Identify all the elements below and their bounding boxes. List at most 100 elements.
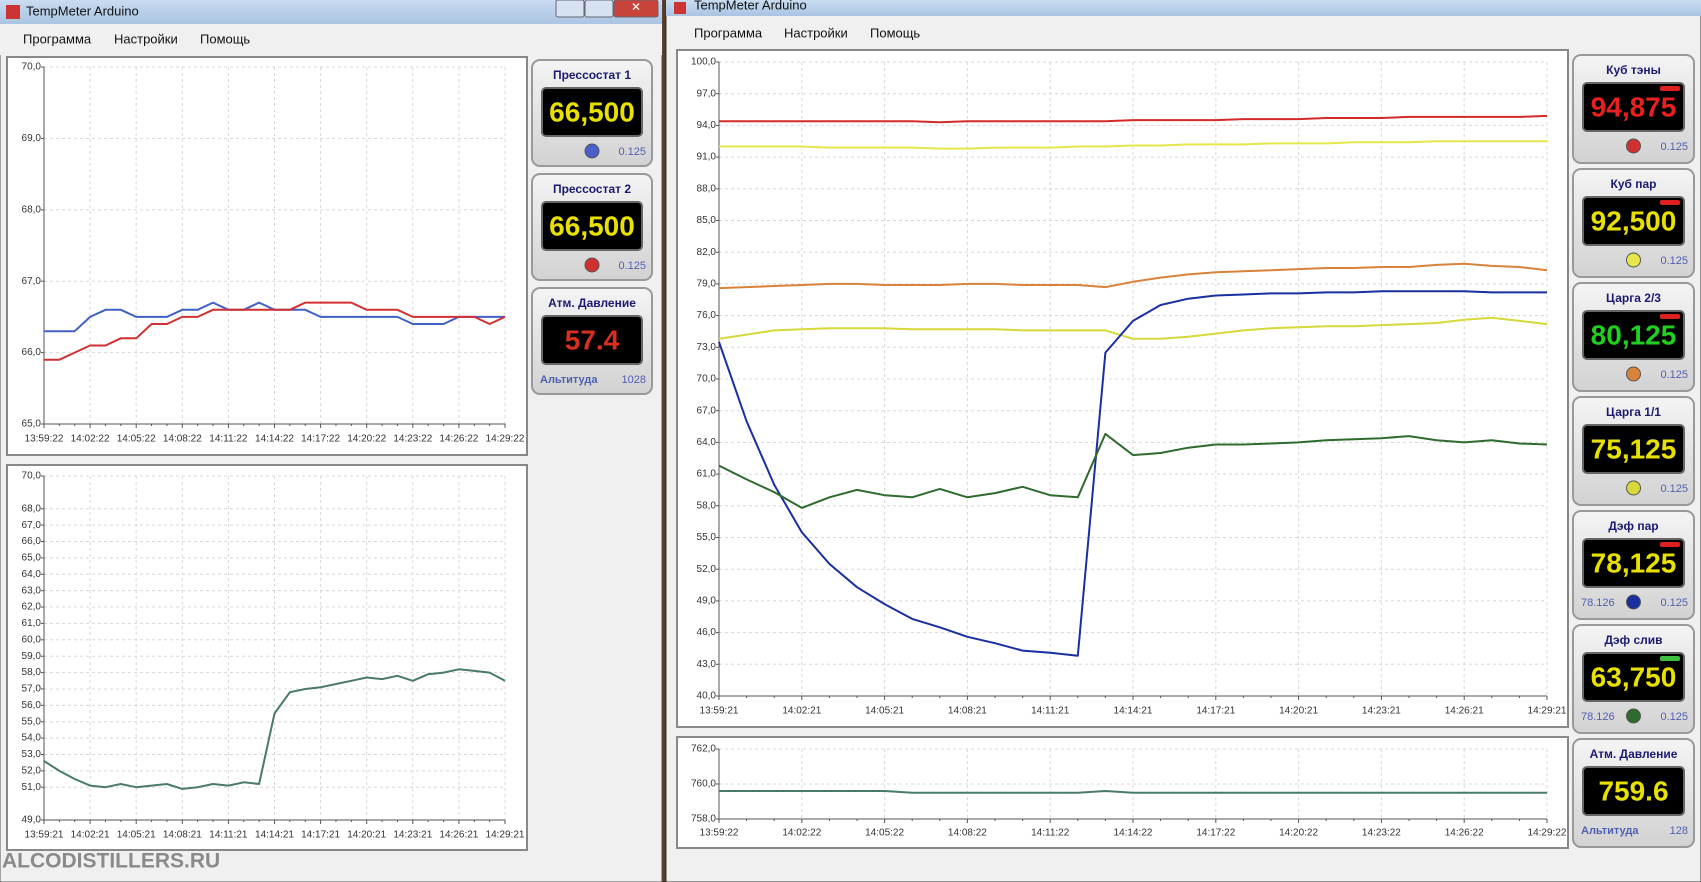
y-tick-label: 69,0 <box>22 133 42 144</box>
gauge-dot <box>1626 708 1641 724</box>
x-tick-label: 14:20:21 <box>1279 706 1318 717</box>
gauge: Прессостат 2 66,500 0.125 <box>531 173 653 281</box>
x-tick-label: 14:29:21 <box>1528 706 1567 717</box>
gauge: Прессостат 1 66,500 0.125 <box>531 59 653 167</box>
gauge-right-text: 0.125 <box>1660 597 1688 609</box>
menu-bar <box>0 24 662 55</box>
x-tick-label: 14:20:21 <box>347 830 386 841</box>
gauge-display <box>1582 196 1685 246</box>
gauge-label: Прессостат 1 <box>553 68 631 82</box>
x-tick-label: 14:02:22 <box>71 434 110 445</box>
menu-item[interactable]: Программа <box>23 31 92 46</box>
gauge-right-text: 0.125 <box>618 260 646 272</box>
close-button[interactable] <box>613 0 659 18</box>
gauge: Атм. Давление 759.6 Альтитуда 128 <box>1572 738 1695 848</box>
chart-panel <box>6 56 528 456</box>
x-tick-label: 14:05:21 <box>117 830 156 841</box>
gauge-dot <box>1626 252 1641 268</box>
x-tick-label: 14:02:21 <box>782 706 821 717</box>
y-tick-label: 65,0 <box>22 419 42 430</box>
gauge-left-text: Альтитуда <box>1581 825 1639 837</box>
menu-item[interactable]: Настройки <box>114 31 178 46</box>
y-tick-label: 49,0 <box>22 815 42 826</box>
gauge-left-text: 78.126 <box>1581 711 1615 723</box>
y-tick-label: 97,0 <box>697 88 717 99</box>
gauge: Атм. Давление 57.4 Альтитуда 1028 <box>531 287 653 395</box>
gauge-label: Царга 2/3 <box>1606 291 1661 305</box>
y-tick-label: 760,0 <box>691 779 716 790</box>
y-tick-label: 62,0 <box>22 602 42 613</box>
gauge-label: Дэф слив <box>1604 633 1662 647</box>
y-tick-label: 64,0 <box>697 437 717 448</box>
menu-item[interactable]: Программа <box>694 25 763 40</box>
gauge-indicator <box>1660 314 1680 319</box>
x-tick-label: 14:11:22 <box>209 434 248 445</box>
gauge-right-text: 0.125 <box>1660 483 1688 495</box>
title-bar <box>666 0 1701 16</box>
gauge-dot <box>1626 480 1641 496</box>
x-tick-label: 14:29:22 <box>486 434 525 445</box>
gauge-dot <box>1626 594 1641 610</box>
gauge-indicator <box>1660 542 1680 547</box>
gauge-value: 75,125 <box>1591 433 1677 464</box>
gauge-display <box>541 87 643 137</box>
series-line <box>44 301 506 361</box>
series-line <box>718 316 1548 340</box>
y-tick-label: 82,0 <box>697 247 717 258</box>
y-tick-label: 70,0 <box>697 374 717 385</box>
y-tick-label: 85,0 <box>697 215 717 226</box>
gauge-right-text: 0.125 <box>1660 711 1688 723</box>
series-line <box>719 114 1548 124</box>
y-tick-label: 63,0 <box>22 585 42 596</box>
chart-panel <box>676 49 1569 728</box>
y-tick-label: 762,0 <box>691 744 716 755</box>
y-tick-label: 66,0 <box>22 536 42 547</box>
gauge-display <box>1582 652 1685 702</box>
y-tick-label: 91,0 <box>697 152 717 163</box>
y-tick-label: 79,0 <box>697 279 717 290</box>
gauge: Дэф слив 63,750 78.126 0.125 <box>1572 624 1695 734</box>
x-tick-label: 14:23:21 <box>1362 706 1401 717</box>
x-tick-label: 13:59:21 <box>25 830 64 841</box>
gauge-value: 92,500 <box>1591 205 1677 236</box>
x-tick-label: 13:59:22 <box>25 434 64 445</box>
y-tick-label: 55,0 <box>697 532 717 543</box>
gauge-value: 66,500 <box>549 96 635 127</box>
gauge-right-text: 0.125 <box>1660 255 1688 267</box>
x-tick-label: 14:14:22 <box>255 434 294 445</box>
y-tick-label: 51,0 <box>22 782 42 793</box>
gauge: Царга 1/1 75,125 0.125 <box>1572 396 1695 506</box>
gauge-label: Атм. Давление <box>548 296 636 310</box>
watermark: ALCODISTILLERS.RU <box>2 850 220 873</box>
y-tick-label: 52,0 <box>22 765 42 776</box>
x-tick-label: 14:26:22 <box>439 434 478 445</box>
x-tick-label: 14:11:22 <box>1031 828 1070 839</box>
series-line <box>719 790 1547 794</box>
gauge-value: 759.6 <box>1598 775 1668 806</box>
minimize-button[interactable] <box>555 0 585 18</box>
gauge-value: 66,500 <box>549 210 635 241</box>
y-tick-label: 49,0 <box>697 596 717 607</box>
x-tick-label: 14:05:21 <box>865 706 904 717</box>
y-tick-label: 758,0 <box>691 814 716 825</box>
gauge-dot <box>1626 366 1641 382</box>
gauge-dot <box>584 143 600 159</box>
x-tick-label: 14:05:22 <box>865 828 904 839</box>
x-tick-label: 14:26:22 <box>1445 828 1484 839</box>
y-tick-label: 58,0 <box>697 500 717 511</box>
menu-item[interactable]: Помощь <box>870 25 920 40</box>
x-tick-label: 14:29:21 <box>486 830 525 841</box>
gauge-label: Атм. Давление <box>1590 747 1678 761</box>
maximize-button[interactable] <box>584 0 614 18</box>
y-tick-label: 70,0 <box>22 471 42 482</box>
y-tick-label: 58,0 <box>22 667 42 678</box>
app-icon <box>674 2 686 14</box>
gauge-left-text: Альтитуда <box>540 374 598 386</box>
menu-item[interactable]: Настройки <box>784 25 848 40</box>
gauge-label: Царга 1/1 <box>1606 405 1661 419</box>
app-icon <box>6 5 20 19</box>
y-tick-label: 56,0 <box>22 700 42 711</box>
gauge-right-text: 0.125 <box>1660 141 1688 153</box>
y-tick-label: 59,0 <box>22 651 42 662</box>
menu-item[interactable]: Помощь <box>200 31 250 46</box>
